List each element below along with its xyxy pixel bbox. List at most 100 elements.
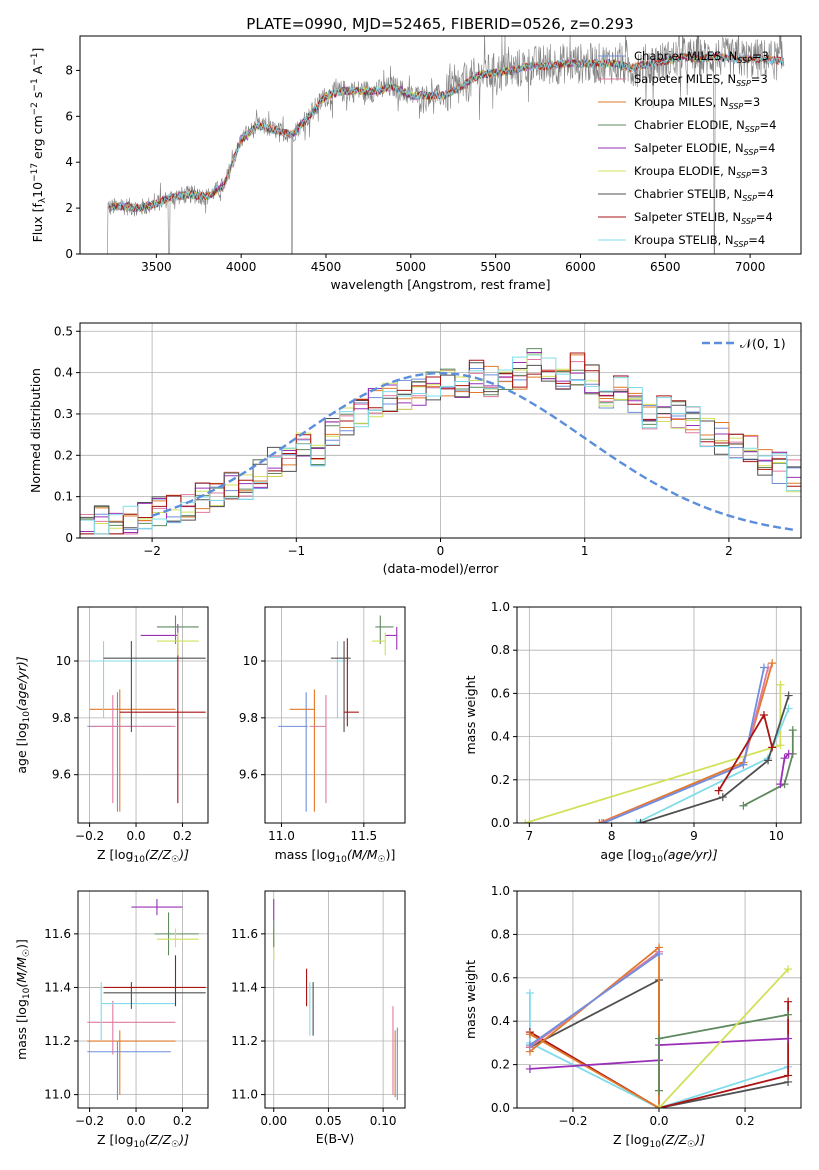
errorbar-point-chabrier-elodie — [375, 615, 394, 644]
y-tick-label: 11.2 — [44, 1034, 71, 1048]
x-axis-label: Z [log10(Z/Z☉)] — [97, 847, 189, 865]
x-axis-label-part: ☉ — [171, 1140, 179, 1150]
y-tick-label: 0.2 — [491, 773, 510, 787]
y-axis-label-part: Flux [f — [30, 203, 45, 243]
y-axis-label-part: erg cm — [30, 115, 45, 163]
errorbar-point-kroupa-elodie — [156, 928, 199, 948]
plot-frame — [79, 322, 802, 539]
legend-label: Kroupa ELODIE — [634, 164, 720, 178]
errorbar-point-chabrier-elodie — [154, 912, 199, 956]
errorbar-point-salpeter-miles — [89, 695, 176, 804]
errorbar-point-kroupa-miles — [289, 689, 315, 812]
errorbar-point-chabrier-stelib — [103, 641, 206, 733]
errorbar-point-salpeter-stelib — [119, 641, 206, 804]
x-axis-label-part: mass [log — [275, 847, 336, 862]
x-axis-label-part: 10 — [335, 855, 347, 865]
x-tick-label: 0.00 — [260, 1114, 287, 1128]
errorbar-point-kroupa-elodie — [156, 632, 199, 656]
plot-area — [87, 615, 206, 812]
x-tick-label: 6000 — [565, 260, 596, 274]
y-tick-label: 0.6 — [491, 686, 510, 700]
y-axis-label-part: −17 — [30, 163, 40, 182]
errorbar-point-chabrier-miles — [278, 692, 308, 812]
y-tick-label: 9.6 — [52, 768, 71, 782]
y-tick-label: 11.4 — [231, 980, 258, 994]
y-axis-label-part: 10 — [30, 182, 45, 198]
y-axis-label-part: −1 — [30, 53, 40, 66]
legend-label: Chabrier ELODIE — [634, 118, 729, 132]
x-tick-label: 5000 — [396, 260, 427, 274]
x-tick-label: 0.10 — [370, 1114, 397, 1128]
legend-label: Kroupa MILES — [634, 95, 713, 109]
x-tick-label: 1 — [581, 544, 589, 558]
x-axis-label-part: (age/yr)] — [663, 847, 718, 862]
y-tick-label: 0.2 — [491, 1058, 510, 1072]
x-axis-label-part: 10 — [133, 1140, 145, 1150]
errorbar-point-salpeter-miles — [309, 695, 327, 804]
x-tick-label: 7 — [526, 829, 534, 843]
x-tick-label: 0.0 — [126, 829, 145, 843]
x-tick-label: −1 — [287, 544, 305, 558]
x-axis-label-part: (M/M — [347, 847, 378, 862]
errorbar-point-salpeter-elodie — [385, 626, 398, 650]
weight-vs-metallicity-panel: −0.2 0.0 0.2 0.0 0.2 0.4 0.6 0.8 1.0 Z [log10(Z/Z… — [463, 884, 802, 1150]
errorbar-point-salpeter-elodie — [131, 899, 183, 916]
x-axis-label-part: 10 — [649, 1140, 661, 1150]
x-tick-label: −0.2 — [75, 1114, 104, 1128]
x-axis-label-part: ☉ — [171, 855, 179, 865]
x-tick-label: −0.2 — [75, 829, 104, 843]
legend-entry: Kroupa ELODIE, NSSP=3 — [634, 164, 768, 180]
legend-nssp: 4 — [758, 233, 765, 247]
x-axis-label-part: (Z/Z — [145, 1132, 172, 1147]
legend-label: 𝒩(0, 1) — [740, 336, 786, 351]
errorbar-point-kroupa-stelib — [89, 641, 178, 718]
errorbar-point-chabrier-miles — [87, 692, 171, 812]
y-tick-label: 0.8 — [491, 927, 510, 941]
legend-entry: Salpeter MILES, NSSP=3 — [634, 72, 768, 88]
legend-nssp: 4 — [767, 187, 774, 201]
y-axis-label-part: λ — [38, 197, 48, 203]
x-tick-label: 11.0 — [268, 829, 295, 843]
weight-series-kroupa-elodie — [521, 680, 785, 823]
x-axis-label-part: ☉ — [378, 855, 386, 865]
figure-title: PLATE=0990, MJD=52465, FIBERID=0526, z=0… — [246, 15, 633, 33]
histogram-salpeter-stelib — [80, 352, 801, 538]
y-axis-label-part: )] — [14, 939, 29, 949]
y-axis-label-part: ☉ — [22, 949, 32, 957]
plot-area — [278, 615, 398, 812]
plot-area — [273, 899, 398, 1100]
x-tick-label: −0.2 — [558, 1114, 587, 1128]
x-axis-label: wavelength [Angstrom, rest frame] — [330, 277, 550, 292]
x-tick-label: 0.05 — [315, 1114, 342, 1128]
plot-area — [521, 659, 797, 823]
x-axis-label: E(B-V) — [316, 1131, 355, 1146]
plot-frame — [79, 35, 802, 255]
y-tick-label: 10 — [56, 654, 71, 668]
x-tick-label: 7000 — [735, 260, 766, 274]
y-tick-label: 0.4 — [54, 366, 73, 380]
y-axis-label-part: age [log — [14, 722, 29, 773]
plot-frame — [264, 606, 406, 824]
y-axis-label: age [log10(age/yr)] — [14, 656, 32, 773]
legend-nssp: 4 — [765, 210, 772, 224]
weight-series-chabrier-miles — [525, 949, 663, 1050]
y-axis-label-part: 10 — [22, 987, 32, 999]
y-tick-label: 0 — [65, 247, 73, 261]
errorbar-point-chabrier-elodie — [156, 615, 199, 644]
y-axis-label: Flux [fλ10−17 erg cm−2 s−1 A−1] — [30, 48, 48, 243]
x-axis-label: age [log10(age/yr)] — [600, 847, 717, 865]
x-tick-label: −2 — [143, 544, 161, 558]
y-tick-label: 9.8 — [52, 711, 71, 725]
errorbar-point-chabrier-miles — [87, 1041, 171, 1100]
y-tick-label: 4 — [65, 155, 73, 169]
x-axis-label: Z [log10(Z/Z☉)] — [613, 1132, 705, 1150]
y-tick-label: 0.4 — [491, 1014, 510, 1028]
legend-label: Kroupa STELIB — [634, 233, 718, 247]
y-axis-label-part: (M/M — [14, 957, 29, 988]
residuals-histogram-panel: −2 −1 0 1 2 0 0.1 0.2 0.3 0.4 0.5 (data-model)/erro… — [28, 322, 802, 576]
legend-label: Chabrier MILES — [634, 49, 721, 63]
y-tick-label: 10 — [243, 654, 258, 668]
y-tick-label: 9.8 — [239, 711, 258, 725]
y-axis-label-part: mass [log — [14, 999, 29, 1060]
